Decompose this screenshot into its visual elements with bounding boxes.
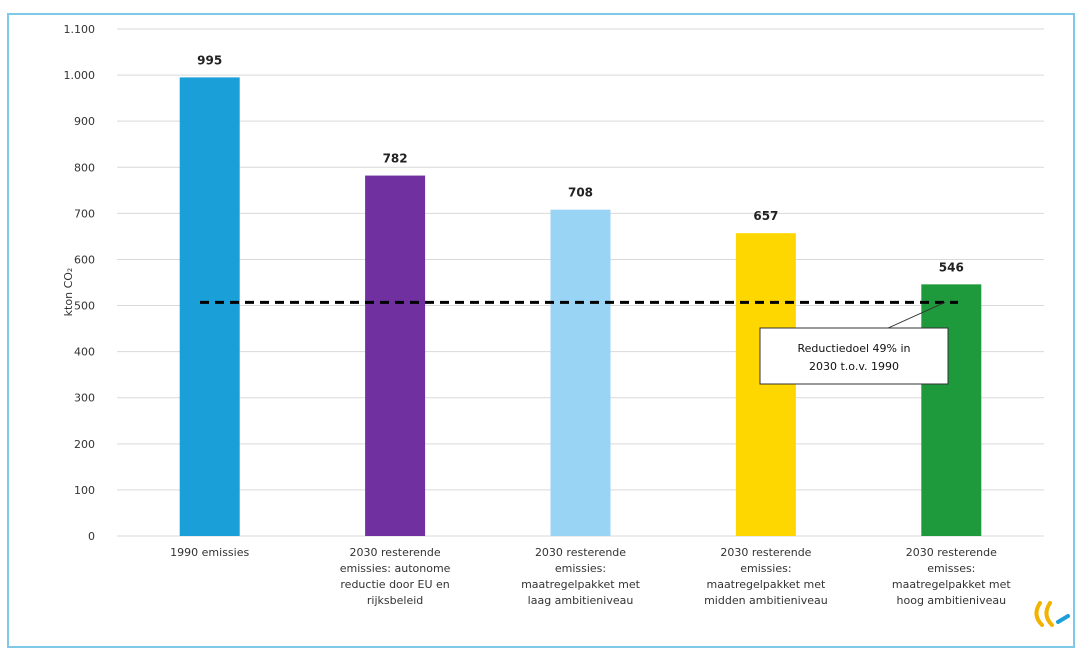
frame-border <box>7 13 1075 648</box>
x-tick-label: emisses: <box>927 562 975 575</box>
x-tick-label: maatregelpakket met <box>706 578 825 591</box>
annotation-line-2: 2030 t.o.v. 1990 <box>809 360 899 373</box>
y-axis-ticks: 0 100 200 300 400 500 600 700 800 900 1.000 1.100 <box>64 23 96 543</box>
x-tick-label: 1990 emissies <box>170 546 249 559</box>
bar <box>921 284 982 536</box>
data-labels: 995 782 708 657 546 <box>197 53 964 274</box>
y-tick-label: 900 <box>74 115 95 128</box>
data-label: 995 <box>197 53 222 67</box>
x-tick-label: midden ambitieniveau <box>704 594 828 607</box>
y-tick-label: 1.100 <box>64 23 96 36</box>
x-tick-label: emissies: autonome <box>340 562 451 575</box>
annotation-callout: Reductiedoel 49% in 2030 t.o.v. 1990 <box>759 327 949 385</box>
x-tick-label: emissies: <box>740 562 791 575</box>
y-tick-label: 200 <box>74 438 95 451</box>
bar <box>550 209 611 536</box>
bar <box>735 233 796 536</box>
x-tick-label: hoog ambitieniveau <box>897 594 1007 607</box>
x-tick-label: laag ambitieniveau <box>528 594 634 607</box>
y-tick-label: 600 <box>74 253 95 266</box>
y-axis-title: kton CO₂ <box>62 268 75 317</box>
x-tick-label: 2030 resterende <box>720 546 811 559</box>
x-tick-label: maatregelpakket met <box>892 578 1011 591</box>
gridlines <box>117 28 1044 537</box>
annotation-box <box>759 327 949 385</box>
x-tick-label: 2030 resterende <box>350 546 441 559</box>
x-tick-label: emissies: <box>555 562 606 575</box>
category-labels: 1990 emissies 2030 resterende emissies: au… <box>170 546 1011 607</box>
y-tick-label: 400 <box>74 346 95 359</box>
y-tick-label: 300 <box>74 392 95 405</box>
y-tick-label: 1.000 <box>64 69 96 82</box>
bars <box>179 77 982 537</box>
data-label: 782 <box>383 152 408 166</box>
y-tick-label: 100 <box>74 484 95 497</box>
annotation-line-1: Reductiedoel 49% in <box>797 342 910 355</box>
data-label: 546 <box>939 260 964 274</box>
y-tick-label: 0 <box>88 530 95 543</box>
x-tick-label: 2030 resterende <box>535 546 626 559</box>
x-tick-label: rijksbeleid <box>367 594 423 607</box>
data-label: 657 <box>753 209 778 223</box>
x-tick-label: 2030 resterende <box>906 546 997 559</box>
y-tick-label: 700 <box>74 207 95 220</box>
bar <box>365 175 426 536</box>
bar <box>179 77 240 537</box>
y-tick-label: 800 <box>74 161 95 174</box>
y-tick-label: 500 <box>74 300 95 313</box>
logo-icon <box>1034 601 1070 627</box>
x-tick-label: maatregelpakket met <box>521 578 640 591</box>
x-tick-label: reductie door EU en <box>340 578 449 591</box>
data-label: 708 <box>568 186 593 200</box>
